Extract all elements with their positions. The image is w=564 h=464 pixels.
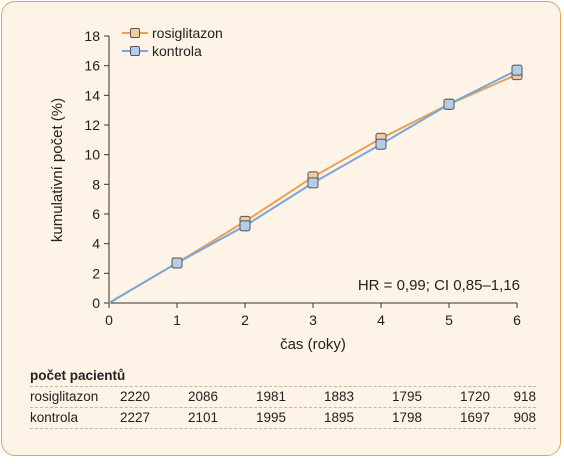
y-tick-label: 18 xyxy=(84,28,100,44)
table-cell: 1883 xyxy=(323,389,354,404)
table-cell: 2227 xyxy=(119,410,150,425)
y-tick-label: 2 xyxy=(92,265,100,281)
table-cell: 2086 xyxy=(187,389,218,404)
table-cell: 918 xyxy=(513,389,536,404)
data-point-kontrola xyxy=(511,64,523,76)
series-line-rosiglitazon xyxy=(108,73,518,304)
x-tick-label: 1 xyxy=(173,312,181,328)
table-cell: 908 xyxy=(513,410,536,425)
y-axis-label: kumulativní počet (%) xyxy=(49,98,66,242)
legend-item-kontrola: kontrola xyxy=(122,42,223,60)
table-cell: 1895 xyxy=(323,410,354,425)
table-cell: 1981 xyxy=(255,389,286,404)
data-point-kontrola xyxy=(375,138,387,150)
hr-annotation: HR = 0,99; CI 0,85–1,16 xyxy=(358,277,520,294)
chart-frame xyxy=(1,1,561,456)
table-cell: 1697 xyxy=(459,410,490,425)
x-tick-label: 5 xyxy=(445,312,453,328)
y-tick-label: 8 xyxy=(92,176,100,192)
y-tick-label: 16 xyxy=(84,58,100,74)
data-point-kontrola xyxy=(307,177,319,189)
table-cell: 2101 xyxy=(187,410,218,425)
y-tick-label: 4 xyxy=(92,236,100,252)
x-tick-label: 6 xyxy=(513,312,521,328)
legend: rosiglitazon kontrola xyxy=(122,24,223,60)
legend-swatch-rosiglitazon xyxy=(122,27,148,39)
table-cell: 1720 xyxy=(459,389,490,404)
x-axis-label: čas (roky) xyxy=(280,336,346,353)
table-cell: 1795 xyxy=(391,389,422,404)
legend-label: kontrola xyxy=(152,43,202,59)
table-cell: 1798 xyxy=(391,410,422,425)
row-label: kontrola xyxy=(30,410,79,425)
table-row: rosiglitazon 2220 2086 1981 1883 1795 17… xyxy=(30,386,536,407)
y-tick-label: 14 xyxy=(84,87,100,103)
y-tick-label: 0 xyxy=(92,295,100,311)
y-tick-label: 12 xyxy=(84,117,100,133)
y-tick-label: 6 xyxy=(92,206,100,222)
table-row: kontrola 2227 2101 1995 1895 1798 1697 9… xyxy=(30,407,536,429)
table-cell: 1995 xyxy=(255,410,286,425)
legend-swatch-kontrola xyxy=(122,45,148,57)
table-cell: 2220 xyxy=(119,389,150,404)
x-tick-label: 3 xyxy=(309,312,317,328)
row-label: rosiglitazon xyxy=(30,389,99,404)
y-tick-label: 10 xyxy=(84,147,100,163)
data-point-kontrola xyxy=(443,98,455,110)
x-tick-label: 2 xyxy=(241,312,249,328)
legend-item-rosiglitazon: rosiglitazon xyxy=(122,24,223,42)
data-point-kontrola xyxy=(239,220,251,232)
table-title: počet pacientů xyxy=(30,368,126,383)
x-tick-label: 4 xyxy=(377,312,385,328)
patients-table: počet pacientů rosiglitazon 2220 2086 19… xyxy=(30,368,536,429)
legend-label: rosiglitazon xyxy=(152,25,223,41)
x-tick-label: 0 xyxy=(105,312,113,328)
series-layer xyxy=(108,64,523,304)
data-point-kontrola xyxy=(171,257,183,269)
